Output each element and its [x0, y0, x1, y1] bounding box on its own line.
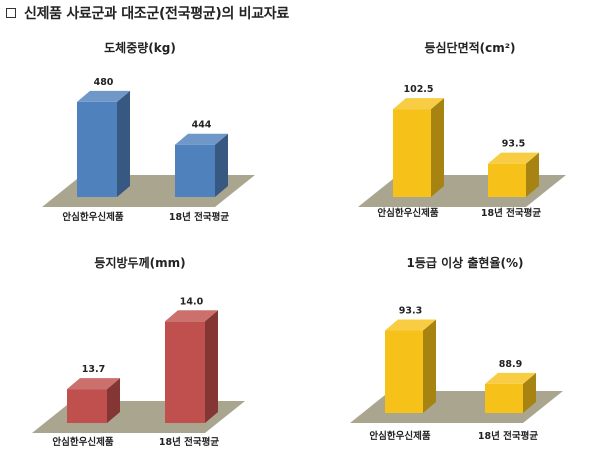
bar-value-label-1: 102.5 [403, 84, 433, 95]
category-label-1: 안심한우신제품 [377, 207, 438, 219]
category-label-1: 안심한우신제품 [369, 430, 430, 442]
bar-value-label-1: 480 [94, 77, 114, 88]
bar-2 [485, 372, 536, 413]
bar-value-label-2: 444 [192, 120, 212, 131]
page-title: 신제품 사료군과 대조군(전국평균)의 비교자료 [24, 6, 289, 22]
chart-title: 등심단면적(cm²) [424, 40, 515, 55]
bar-1 [385, 319, 436, 413]
category-label-1: 안심한우신제품 [62, 211, 123, 223]
category-label-2: 18년 전국평균 [159, 436, 219, 448]
category-label-1: 안심한우신제품 [52, 436, 113, 448]
square-bullet-icon [6, 8, 16, 18]
bar-2 [165, 310, 218, 423]
category-label-2: 18년 전국평균 [169, 211, 229, 223]
chart-grade1-rate: 1등급 이상 출현율(%) 93.3 안심한우신제품 88.9 18년 전국평균 [350, 255, 563, 442]
chart-title: 도체중량(kg) [104, 40, 176, 55]
chart-loin-area: 등심단면적(cm²) 102.5 안심한우신제품 93.5 18년 전국평균 [358, 40, 566, 219]
bar-2 [488, 152, 539, 197]
bar-1 [67, 378, 120, 423]
bar-value-label-1: 13.7 [82, 364, 105, 375]
bar-1 [393, 98, 444, 197]
page-header: 신제품 사료군과 대조군(전국평균)의 비교자료 [6, 2, 289, 24]
bar-value-label-1: 93.3 [399, 306, 422, 317]
bar-value-label-2: 88.9 [499, 359, 522, 370]
bar-2 [175, 133, 228, 197]
chart-title: 등지방두께(mm) [94, 255, 185, 270]
bar-1 [77, 90, 130, 197]
chart-title: 1등급 이상 출현율(%) [407, 255, 524, 270]
chart-carcass-weight: 도체중량(kg) 480 안심한우신제품 444 18년 전국평균 [42, 40, 255, 223]
bar-value-label-2: 93.5 [502, 139, 525, 150]
chart-backfat-thickness: 등지방두께(mm) 13.7 안심한우신제품 14.0 18년 전국평균 [32, 255, 245, 448]
category-label-2: 18년 전국평균 [481, 207, 541, 219]
category-label-2: 18년 전국평균 [478, 430, 538, 442]
bar-value-label-2: 14.0 [180, 296, 204, 307]
